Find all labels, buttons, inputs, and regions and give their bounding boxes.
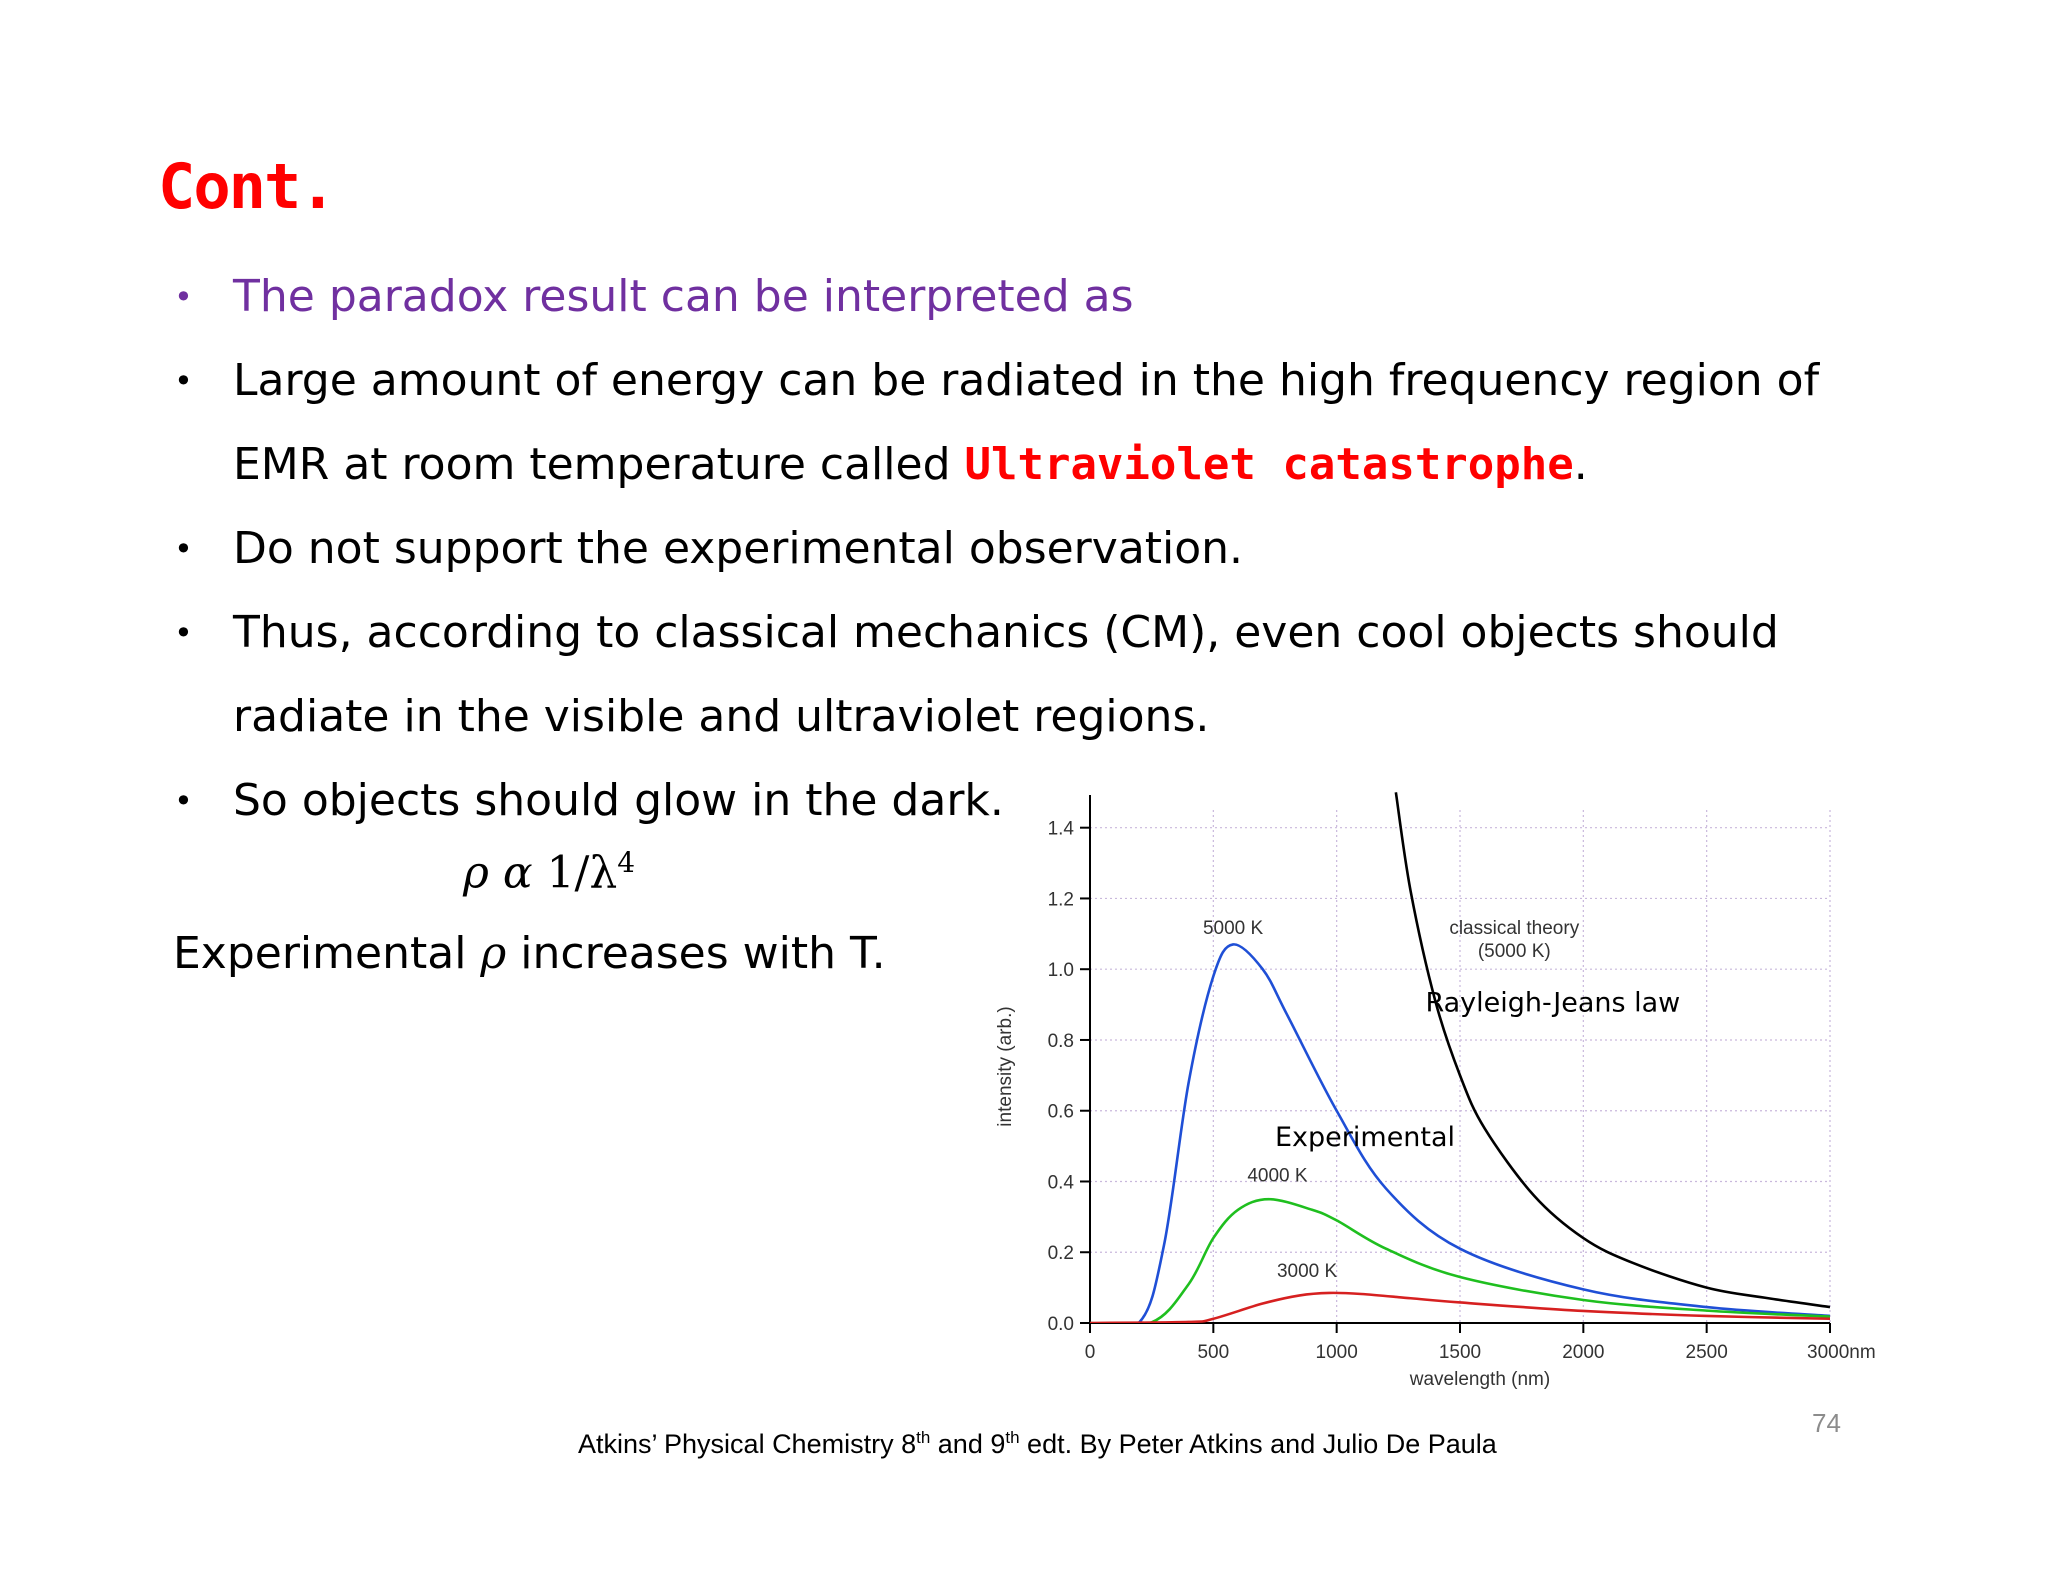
y-tick-label: 0.0 <box>1048 1314 1074 1335</box>
citation-c: edt. By Peter Atkins and Julio De Paula <box>1019 1429 1497 1459</box>
blackbody-chart: 0.0 0.2 0.4 0.6 0.8 1.0 1.2 1.4 0 500 1000 1500 2000… <box>975 790 1895 1410</box>
bullet-item-2: • Large amount of energy can be radiated… <box>170 339 1870 507</box>
y-tick-label: 1.2 <box>1048 889 1074 910</box>
label-rayleigh-jeans: Rayleigh-Jeans law <box>1425 988 1680 1019</box>
bullet-text: Do not support the experimental observat… <box>233 523 1244 574</box>
label-3000k: 3000 K <box>1277 1261 1338 1282</box>
exp-after: increases with T. <box>506 928 886 979</box>
citation-b: and 9 <box>930 1429 1006 1459</box>
citation: Atkins’ Physical Chemistry 8th and 9th e… <box>578 1428 1497 1460</box>
x-tick-label: 0 <box>1085 1342 1096 1363</box>
exp-before: Experimental <box>173 928 481 979</box>
bullet-dot: • <box>174 782 193 820</box>
blackbody-chart-svg: 0.0 0.2 0.4 0.6 0.8 1.0 1.2 1.4 0 500 1000 1500 2000… <box>995 792 1876 1390</box>
rho-symbol: ρ <box>480 928 507 979</box>
bullet-item-3: • Do not support the experimental observ… <box>170 507 1870 591</box>
x-tick-label: 2000 <box>1562 1342 1604 1363</box>
citation-sup1: th <box>916 1428 931 1447</box>
bullet-item-4: • Thus, according to classical mechanics… <box>170 591 1870 759</box>
y-tick-label: 1.4 <box>1048 819 1075 840</box>
x-axis-label: wavelength (nm) <box>1409 1369 1550 1390</box>
formula-exp: 4 <box>617 846 636 879</box>
bullet-dot: • <box>174 530 193 568</box>
x-tick-label: 3000nm <box>1807 1342 1876 1363</box>
curve-4000k <box>1090 1197 1831 1323</box>
formula-lhs: ρ α <box>463 847 547 899</box>
bullet-text-end: . <box>1573 439 1588 490</box>
x-tick-label: 2500 <box>1686 1342 1728 1363</box>
label-5000k: 5000 K <box>1203 918 1264 939</box>
ultraviolet-catastrophe-highlight: Ultraviolet catastrophe <box>964 439 1574 490</box>
label-4000k: 4000 K <box>1247 1165 1308 1186</box>
bullet-dot: • <box>174 614 193 652</box>
citation-sup2: th <box>1005 1428 1020 1447</box>
experimental-statement: Experimental ρ increases with T. <box>173 928 886 979</box>
bullet-dot: • <box>174 278 193 316</box>
bullet-dot: • <box>174 362 193 400</box>
label-classical-5000k: (5000 K) <box>1478 941 1551 962</box>
x-tick-label: 500 <box>1197 1342 1229 1363</box>
bullet-item-5: • So objects should glow in the dark. <box>170 759 1870 843</box>
label-experimental: Experimental <box>1275 1122 1455 1153</box>
bullet-text: Large amount of energy can be radiated i… <box>233 355 1820 490</box>
y-tick-label: 0.2 <box>1048 1243 1074 1264</box>
curve-classical-theory <box>1394 792 1831 1309</box>
y-tick-label: 0.6 <box>1048 1102 1074 1123</box>
formula-num: 1/λ <box>546 847 618 899</box>
curve-3000k <box>1090 1291 1831 1323</box>
citation-a: Atkins’ Physical Chemistry 8 <box>578 1429 917 1459</box>
page-number: 74 <box>1812 1408 1841 1438</box>
bullet-text: So objects should glow in the dark. <box>233 775 1004 826</box>
x-tick-label: 1500 <box>1439 1342 1481 1363</box>
y-tick-label: 1.0 <box>1048 960 1074 981</box>
bullet-text: Thus, according to classical mechanics (… <box>233 607 1779 742</box>
slide-title: Cont. <box>158 150 337 223</box>
label-classical-theory: classical theory <box>1449 918 1579 939</box>
y-tick-label: 0.8 <box>1048 1031 1074 1052</box>
curve-5000k <box>1090 943 1831 1323</box>
rayleigh-jeans-formula: ρ α 1/λ4 <box>463 846 635 899</box>
bullet-text: The paradox result can be interpreted as <box>233 271 1134 322</box>
bullet-list: • The paradox result can be interpreted … <box>170 255 1870 843</box>
y-axis-label: intensity (arb.) <box>995 1006 1016 1126</box>
x-tick-label: 1000 <box>1316 1342 1358 1363</box>
y-tick-label: 0.4 <box>1048 1172 1075 1193</box>
bullet-item-1: • The paradox result can be interpreted … <box>170 255 1870 339</box>
